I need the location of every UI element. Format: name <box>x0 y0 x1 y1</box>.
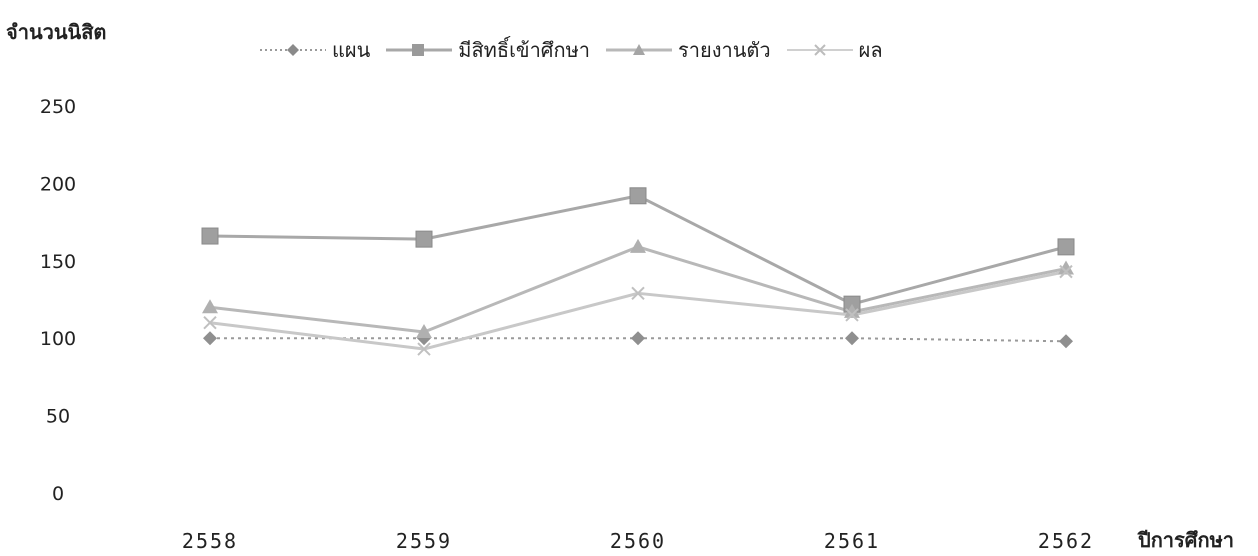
data-point-s1 <box>201 227 219 245</box>
legend-swatch-plan <box>260 44 326 56</box>
data-point-s0 <box>845 331 859 346</box>
legend-item-reported: รายงานตัว <box>604 34 771 66</box>
data-point-s1 <box>415 230 433 248</box>
x-tick-label: 2559 <box>396 529 452 553</box>
x-tick-label: 2561 <box>824 529 880 553</box>
legend-item-result: ผล <box>785 34 883 66</box>
data-point-s3 <box>203 316 217 330</box>
legend-label-plan: แผน <box>332 38 371 62</box>
data-point-s1 <box>1057 238 1075 256</box>
y-tick-label: 0 <box>52 483 64 505</box>
data-point-s3 <box>1059 264 1073 279</box>
data-point-s3 <box>417 342 431 356</box>
data-point-s0 <box>1059 334 1073 349</box>
legend-swatch-result <box>786 44 853 56</box>
x-tick-label: 2558 <box>182 529 238 553</box>
data-point-s1 <box>629 187 647 205</box>
y-tick-label: 50 <box>46 406 70 428</box>
data-point-s2 <box>630 238 646 253</box>
legend-item-plan: แผน <box>258 34 370 66</box>
x-tick-label: 2560 <box>610 529 666 553</box>
data-point-s0 <box>631 331 645 346</box>
data-point-s2 <box>1058 260 1074 275</box>
legend-swatch-eligible <box>386 44 453 56</box>
series-line-2 <box>209 245 1067 334</box>
data-point-s3 <box>845 308 859 322</box>
legend-item-eligible: มีสิทธิ์เข้าศึกษา <box>384 34 590 66</box>
data-point-s2 <box>416 324 432 339</box>
y-tick-label: 250 <box>40 96 76 118</box>
legend-label-eligible: มีสิทธิ์เข้าศึกษา <box>458 38 591 62</box>
y-axis-title: จำนวนนิสิต <box>6 20 107 44</box>
data-point-s3 <box>631 286 645 301</box>
data-point-s2 <box>844 303 860 318</box>
legend-swatch-reported <box>606 44 673 55</box>
chart-legend: แผน มีสิทธิ์เข้าศึกษา รายงานตัว ผล <box>258 34 883 66</box>
legend-label-reported: รายงานตัว <box>678 38 771 62</box>
y-tick-label: 100 <box>40 328 76 350</box>
y-tick-label: 150 <box>40 251 76 273</box>
x-tick-label: 2562 <box>1038 529 1094 553</box>
y-tick-label: 200 <box>40 173 76 195</box>
x-axis-title: ปีการศึกษา <box>1138 528 1234 552</box>
data-point-s2 <box>202 299 218 314</box>
data-point-s0 <box>203 331 217 346</box>
legend-label-result: ผล <box>858 38 883 62</box>
